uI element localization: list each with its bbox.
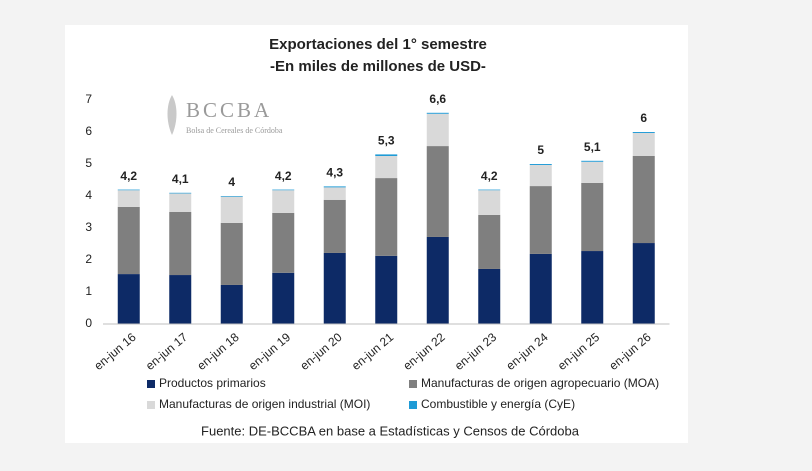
legend-label: Combustible y energía (CyE) [421, 397, 575, 411]
total-label: 6 [640, 111, 647, 125]
bar-segment [375, 154, 398, 156]
bar-segment [117, 190, 140, 207]
y-tick-label: 0 [85, 316, 92, 330]
total-label: 4,3 [326, 166, 343, 180]
logo-icon [167, 95, 177, 135]
logo-name: BCCBA [186, 98, 272, 122]
bar-segment [426, 146, 449, 237]
bar-segment [426, 113, 449, 147]
bar-segment [272, 190, 295, 213]
total-label: 4 [228, 175, 235, 189]
y-tick-label: 7 [85, 92, 92, 106]
total-label: 4,2 [120, 169, 137, 183]
bar-segment [117, 206, 140, 275]
bar-segment [117, 189, 140, 191]
bar-segment [272, 189, 295, 191]
bar-segment [529, 253, 552, 324]
chart-subtitle: -En miles de millones de USD- [270, 58, 486, 75]
bar-segment [581, 182, 604, 252]
legend-swatch [147, 380, 155, 388]
total-label: 5,1 [584, 140, 601, 154]
bar-segment [375, 178, 398, 256]
bar-segment [375, 255, 398, 324]
bar-segment [581, 160, 604, 162]
y-tick-label: 1 [85, 284, 92, 298]
bar-segment [323, 187, 346, 200]
bar-segment [632, 132, 655, 156]
bar-segment [581, 161, 604, 183]
total-label: 4,2 [481, 169, 498, 183]
total-label: 6,6 [429, 92, 446, 106]
bar-segment [220, 284, 243, 324]
bar-segment [272, 272, 295, 324]
bar-segment [529, 164, 552, 165]
bar-segment [426, 112, 449, 114]
logo: BCCBA Bolsa de Cereales de Córdoba [167, 95, 283, 135]
bar-segment [169, 212, 192, 276]
bar-segment [169, 193, 192, 212]
chart-title: Exportaciones del 1° semestre [269, 36, 487, 53]
legend-swatch [409, 401, 417, 409]
total-label: 5 [537, 143, 544, 157]
y-tick-label: 3 [85, 220, 92, 234]
y-tick-label: 4 [85, 188, 92, 202]
y-tick-label: 6 [85, 124, 92, 138]
y-tick-label: 5 [85, 156, 92, 170]
legend-label: Productos primarios [159, 376, 266, 390]
bar-segment [220, 196, 243, 197]
bar-segment [220, 196, 243, 223]
total-label: 4,2 [275, 169, 292, 183]
legend-swatch [147, 401, 155, 409]
legend-swatch [409, 380, 417, 388]
bar-segment [529, 186, 552, 254]
bar-segment [323, 186, 346, 188]
bar-segment [323, 199, 346, 253]
bar-segment [478, 190, 501, 215]
bar-segment [169, 192, 192, 194]
bar-segment [632, 243, 655, 324]
bar-segment [375, 156, 398, 179]
source: Fuente: DE-BCCBA en base a Estadísticas … [201, 423, 580, 438]
bar-segment [117, 274, 140, 324]
bar-segment [632, 156, 655, 244]
logo-subtitle: Bolsa de Cereales de Córdoba [186, 126, 283, 135]
bar-segment [426, 236, 449, 324]
bar-segment [478, 268, 501, 324]
y-tick-label: 2 [85, 252, 92, 266]
legend-label: Manufacturas de origen industrial (MOI) [159, 397, 370, 411]
bar-segment [220, 222, 243, 285]
bar-segment [169, 275, 192, 324]
bar-segment [478, 189, 501, 191]
bar-segment [529, 164, 552, 187]
bar-segment [478, 214, 501, 269]
legend-label: Manufacturas de origen agropecuario (MOA… [421, 376, 659, 390]
bar-segment [581, 251, 604, 324]
bar-segment [323, 252, 346, 324]
total-label: 4,1 [172, 172, 189, 186]
bar-segment [632, 132, 655, 133]
bar-segment [272, 212, 295, 273]
total-label: 5,3 [378, 134, 395, 148]
